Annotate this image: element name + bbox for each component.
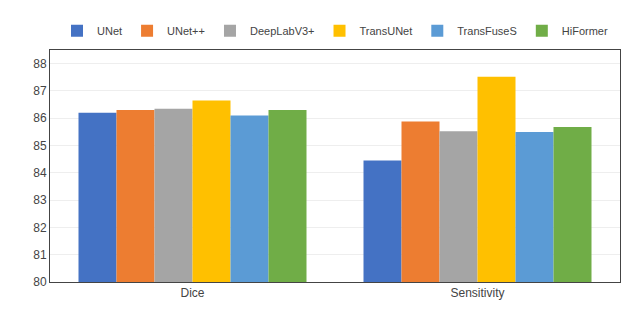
svg-text:88: 88	[33, 57, 47, 71]
svg-text:DeepLabV3+: DeepLabV3+	[250, 25, 315, 37]
svg-text:82: 82	[33, 221, 47, 235]
svg-text:UNet++: UNet++	[167, 25, 205, 37]
svg-text:Dice: Dice	[180, 286, 204, 300]
svg-text:83: 83	[33, 193, 47, 207]
svg-text:UNet: UNet	[97, 25, 122, 37]
svg-text:Sensitivity: Sensitivity	[450, 286, 504, 300]
svg-text:84: 84	[33, 166, 47, 180]
svg-text:TransUNet: TransUNet	[360, 25, 413, 37]
svg-text:TransFuseS: TransFuseS	[457, 25, 517, 37]
svg-text:80: 80	[33, 275, 47, 289]
svg-text:86: 86	[33, 111, 47, 125]
svg-text:HiFormer: HiFormer	[562, 25, 608, 37]
svg-text:85: 85	[33, 139, 47, 153]
svg-text:87: 87	[33, 84, 47, 98]
svg-text:81: 81	[33, 248, 47, 262]
